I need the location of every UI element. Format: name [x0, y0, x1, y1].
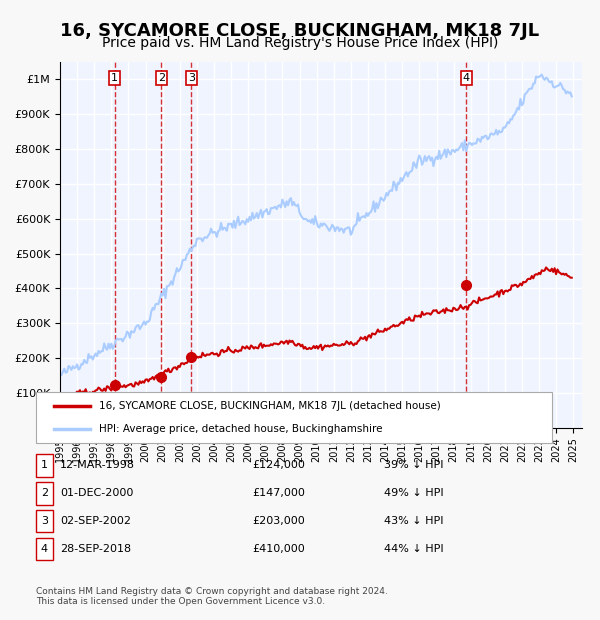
- Text: 12-MAR-1998: 12-MAR-1998: [60, 461, 135, 471]
- Text: 1: 1: [111, 73, 118, 83]
- Text: 2: 2: [158, 73, 165, 83]
- Text: 01-DEC-2000: 01-DEC-2000: [60, 489, 133, 498]
- Text: 3: 3: [188, 73, 195, 83]
- Text: 49% ↓ HPI: 49% ↓ HPI: [384, 489, 443, 498]
- Text: 44% ↓ HPI: 44% ↓ HPI: [384, 544, 443, 554]
- Text: 02-SEP-2002: 02-SEP-2002: [60, 516, 131, 526]
- Text: 2: 2: [41, 489, 48, 498]
- Text: 4: 4: [41, 544, 48, 554]
- Text: 16, SYCAMORE CLOSE, BUCKINGHAM, MK18 7JL: 16, SYCAMORE CLOSE, BUCKINGHAM, MK18 7JL: [61, 22, 539, 40]
- Text: 3: 3: [41, 516, 48, 526]
- Text: 43% ↓ HPI: 43% ↓ HPI: [384, 516, 443, 526]
- Text: 4: 4: [463, 73, 470, 83]
- Text: 28-SEP-2018: 28-SEP-2018: [60, 544, 131, 554]
- Text: 16, SYCAMORE CLOSE, BUCKINGHAM, MK18 7JL (detached house): 16, SYCAMORE CLOSE, BUCKINGHAM, MK18 7JL…: [99, 401, 441, 411]
- Text: £410,000: £410,000: [252, 544, 305, 554]
- Text: 39% ↓ HPI: 39% ↓ HPI: [384, 461, 443, 471]
- Text: HPI: Average price, detached house, Buckinghamshire: HPI: Average price, detached house, Buck…: [99, 424, 383, 434]
- Text: £203,000: £203,000: [252, 516, 305, 526]
- Text: 1: 1: [41, 461, 48, 471]
- Text: Contains HM Land Registry data © Crown copyright and database right 2024.
This d: Contains HM Land Registry data © Crown c…: [36, 587, 388, 606]
- Text: £124,000: £124,000: [252, 461, 305, 471]
- Text: Price paid vs. HM Land Registry's House Price Index (HPI): Price paid vs. HM Land Registry's House …: [102, 36, 498, 50]
- Text: £147,000: £147,000: [252, 489, 305, 498]
